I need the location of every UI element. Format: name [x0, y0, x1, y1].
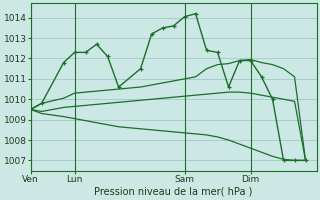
X-axis label: Pression niveau de la mer( hPa ): Pression niveau de la mer( hPa ) [94, 187, 253, 197]
